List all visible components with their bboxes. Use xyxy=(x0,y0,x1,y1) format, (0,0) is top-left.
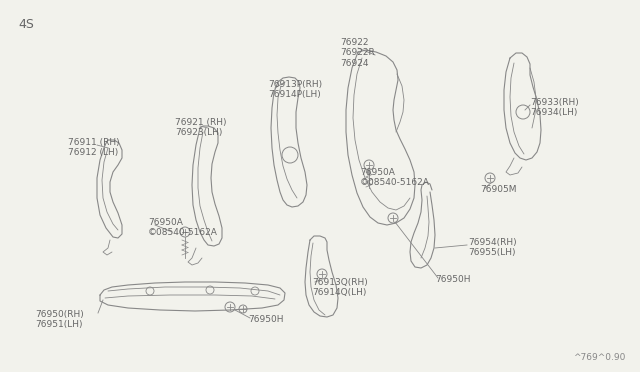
Text: 76921 (RH)
76923(LH): 76921 (RH) 76923(LH) xyxy=(175,118,227,137)
Text: 4S: 4S xyxy=(18,18,34,31)
Text: 76950A
©08540-5162A: 76950A ©08540-5162A xyxy=(148,218,218,237)
Text: 76950H: 76950H xyxy=(435,275,470,284)
Text: 76933(RH)
76934(LH): 76933(RH) 76934(LH) xyxy=(530,98,579,118)
Text: 76905M: 76905M xyxy=(480,185,516,194)
Text: 76911 (RH)
76912 (LH): 76911 (RH) 76912 (LH) xyxy=(68,138,120,157)
Text: 76950A
©08540-5162A: 76950A ©08540-5162A xyxy=(360,168,430,187)
Text: ^769^0.90: ^769^0.90 xyxy=(573,353,625,362)
Text: 76922
76922R
76924: 76922 76922R 76924 xyxy=(340,38,375,68)
Text: 76913Q(RH)
76914Q(LH): 76913Q(RH) 76914Q(LH) xyxy=(312,278,368,297)
Text: 76950H: 76950H xyxy=(248,315,284,324)
Text: 76954(RH)
76955(LH): 76954(RH) 76955(LH) xyxy=(468,238,516,257)
Text: 76913P(RH)
76914P(LH): 76913P(RH) 76914P(LH) xyxy=(268,80,322,99)
Text: 76950(RH)
76951(LH): 76950(RH) 76951(LH) xyxy=(35,310,84,329)
